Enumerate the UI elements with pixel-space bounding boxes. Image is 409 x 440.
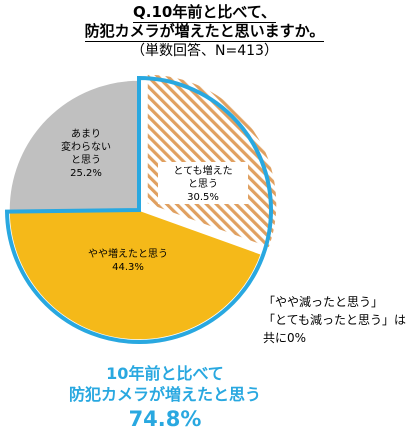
note-line-1: 「やや減ったと思う」	[263, 295, 384, 309]
slice-value-label: 30.5%	[187, 192, 219, 203]
summary-line-2: 防犯カメラが増えたと思う	[68, 385, 261, 404]
summary-line-1: 10年前と比べて	[106, 364, 224, 383]
note-line-3: 共に0%	[263, 331, 307, 345]
slice-category-label: と思う	[188, 178, 218, 190]
chart-subtitle: （単数回答、N=413）	[131, 43, 278, 59]
slice-category-label: やや増えたと思う	[88, 247, 168, 260]
slice-category-label: と思う	[71, 154, 101, 166]
slice-label-box	[158, 162, 248, 204]
highlight-outline	[4, 75, 273, 344]
pie-slice	[146, 73, 278, 249]
note-line-2: 「とても減ったと思う」は	[263, 313, 407, 327]
slice-category-label: とても増えた	[173, 164, 232, 177]
summary-total: 74.8%	[128, 407, 202, 431]
chart-title-text-2: 防犯カメラが増えたと思いますか。	[84, 22, 325, 42]
slice-category-label: あまり	[71, 128, 101, 140]
slice-category-label: 変わらない	[61, 140, 111, 153]
chart-title-text-1: Q.10年前と比べて、	[133, 3, 276, 23]
chart-title-line2: 防犯カメラが増えたと思いますか。	[0, 22, 409, 42]
slice-value-label: 25.2%	[70, 168, 102, 179]
slice-value-label: 44.3%	[112, 262, 144, 273]
note-text: 「やや減ったと思う」 「とても減ったと思う」は 共に0%	[263, 293, 406, 347]
slice-label-box	[70, 245, 186, 275]
chart-title-line1: Q.10年前と比べて、	[0, 3, 409, 23]
slice-label-box	[45, 125, 127, 181]
